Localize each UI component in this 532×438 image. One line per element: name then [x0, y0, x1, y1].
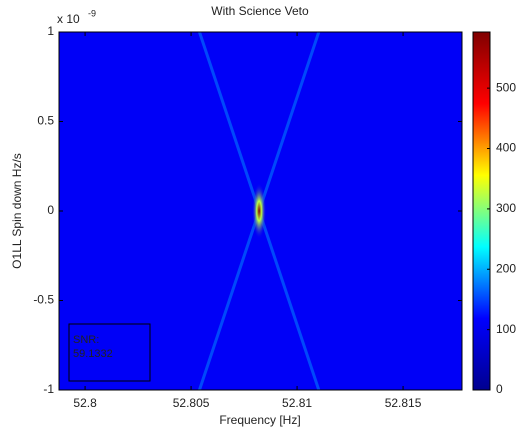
y-exponent-power: -9 [88, 8, 96, 18]
peak [252, 183, 267, 239]
x-tick-label: 52.8 [73, 396, 97, 410]
colorbar-tick-label: 200 [496, 261, 516, 275]
y-tick-label: 0.5 [37, 114, 54, 128]
colorbar-tick-label: 0 [496, 382, 503, 396]
y-tick-label: -0.5 [33, 293, 54, 307]
annotation-box [68, 323, 151, 382]
x-tick-label: 52.815 [385, 396, 422, 410]
x-tick-label: 52.81 [282, 396, 312, 410]
overlay: SNR: 59.1332 [68, 323, 151, 382]
y-tick-label: -1 [43, 382, 54, 396]
colorbar-tick-label: 400 [496, 141, 516, 155]
colorbar [472, 31, 491, 391]
plot-area [59, 32, 462, 390]
annotation-value: 59.1332 [73, 348, 113, 360]
annotation-label: SNR: [73, 334, 99, 346]
x-tick-label: 52.805 [173, 396, 210, 410]
x-axis-label: Frequency [Hz] [219, 413, 300, 427]
chart-title: With Science Veto [211, 4, 309, 18]
y-exponent-base: x 10 [57, 12, 80, 26]
y-tick-label: 1 [47, 24, 54, 38]
y-tick-label: 0 [47, 203, 54, 217]
colorbar-tick-label: 300 [496, 201, 516, 215]
y-axis-label: O1LL Spin down Hz/s [10, 153, 24, 269]
colorbar-tick-label: 100 [496, 322, 516, 336]
colorbar-tick-label: 500 [496, 80, 516, 94]
